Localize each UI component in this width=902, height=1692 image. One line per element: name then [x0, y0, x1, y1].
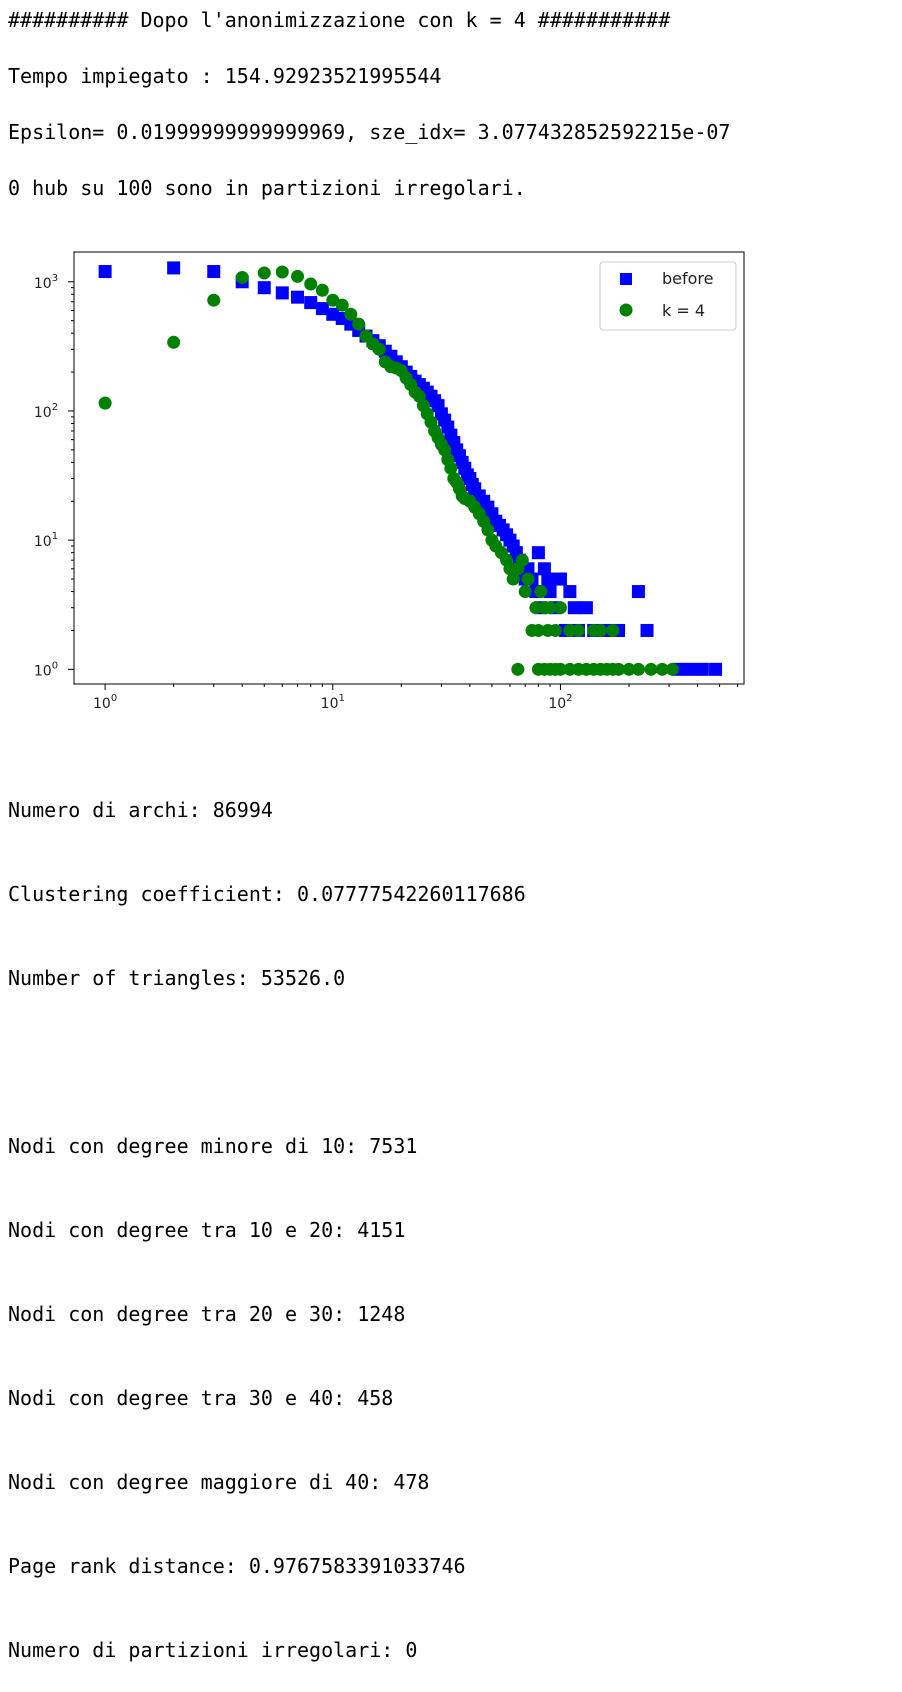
point-k-4-15 [372, 342, 386, 356]
point-before-1 [167, 261, 181, 275]
point-k-4-32 [444, 461, 458, 475]
point-k-4-80 [612, 662, 626, 676]
stat-degree-gt40: Nodi con degree maggiore di 40: 478 [8, 1470, 430, 1494]
point-before-59 [531, 546, 545, 560]
degree-distribution-plot: 100 101 102 100 101 102 103 before k = 4 [34, 251, 745, 712]
point-k-4-83 [644, 662, 658, 676]
output-header: ########## Dopo l'anonimizzazione con k … [8, 8, 671, 32]
point-k-4-8 [315, 283, 329, 297]
point-k-4-65 [594, 623, 608, 637]
stat-archi: Numero di archi: 86994 [8, 798, 273, 822]
point-k-4-67 [511, 662, 525, 676]
point-before-7 [304, 296, 318, 310]
point-before-74 [631, 585, 645, 599]
point-k-4-60 [548, 623, 562, 637]
legend-k4-marker [619, 303, 633, 317]
legend-before-marker [620, 273, 632, 285]
point-k-4-2 [207, 293, 221, 307]
point-k-4-82 [631, 662, 645, 676]
point-k-4-85 [665, 662, 679, 676]
y-tick-label-2: 102 [34, 402, 58, 421]
stats-block: Numero di archi: 86994 Clustering coeffi… [8, 740, 526, 1692]
point-k-4-81 [622, 662, 636, 676]
point-k-4-48 [506, 572, 520, 586]
stat-degree-lt10: Nodi con degree minore di 10: 7531 [8, 1134, 418, 1158]
point-k-4-7 [304, 277, 318, 291]
point-k-4-30 [438, 443, 452, 457]
point-before-67 [563, 585, 577, 599]
point-before-4 [257, 281, 271, 295]
x-tick-label-1: 101 [321, 693, 345, 712]
stat-degree-20-30: Nodi con degree tra 20 e 30: 1248 [8, 1302, 406, 1326]
point-before-5 [275, 286, 289, 300]
point-before-61 [537, 562, 551, 576]
point-k-4-84 [655, 662, 669, 676]
point-k-4-52 [521, 572, 535, 586]
point-k-4-0 [98, 396, 112, 410]
plot-marks [98, 261, 723, 676]
point-before-70 [579, 601, 593, 615]
stat-partitions: Numero di partizioni irregolari: 0 [8, 1638, 418, 1662]
point-k-4-4 [257, 266, 271, 280]
point-k-4-63 [571, 623, 585, 637]
y-tick-label-0: 100 [34, 660, 58, 679]
point-k-4-5 [275, 265, 289, 279]
point-k-4-55 [531, 623, 545, 637]
point-before-0 [98, 265, 112, 279]
y-tick-label-1: 101 [34, 531, 58, 550]
point-before-8 [315, 302, 329, 316]
x-tick-label-0: 100 [93, 693, 117, 712]
point-before-2 [207, 265, 221, 279]
point-k-4-51 [518, 585, 532, 599]
legend-k4-label: k = 4 [662, 301, 705, 320]
stat-triangles: Number of triangles: 53526.0 [8, 966, 346, 990]
point-k-4-3 [235, 270, 249, 284]
point-k-4-12 [352, 317, 366, 331]
point-k-4-42 [481, 523, 495, 537]
legend-before-label: before [662, 269, 714, 288]
y-tick-label-3: 103 [34, 273, 58, 292]
point-before-78 [695, 662, 709, 676]
stats-gap [8, 1048, 526, 1076]
stat-pagerank: Page rank distance: 0.9767583391033746 [8, 1554, 466, 1578]
point-k-4-6 [291, 269, 305, 283]
stat-degree-30-40: Nodi con degree tra 30 e 40: 458 [8, 1386, 394, 1410]
x-tick-label-2: 102 [548, 693, 572, 712]
point-before-77 [683, 662, 697, 676]
output-epsilon: Epsilon= 0.01999999999999969, sze_idx= 3… [8, 120, 731, 144]
point-before-62 [541, 572, 555, 586]
point-k-4-72 [553, 662, 567, 676]
point-before-6 [291, 290, 305, 304]
point-k-4-10 [335, 298, 349, 312]
point-k-4-11 [344, 307, 358, 321]
point-before-63 [543, 585, 557, 599]
point-k-4-59 [543, 601, 557, 615]
point-k-4-56 [534, 585, 548, 599]
plot-legend: before k = 4 [599, 261, 737, 331]
point-k-4-61 [553, 601, 567, 615]
point-k-4-66 [606, 623, 620, 637]
point-before-65 [553, 572, 567, 586]
point-before-79 [709, 662, 723, 676]
point-before-68 [567, 601, 581, 615]
stat-clustering: Clustering coefficient: 0.07777542260117… [8, 882, 526, 906]
point-k-4-50 [515, 553, 529, 567]
point-k-4-1 [167, 335, 181, 349]
stat-degree-10-20: Nodi con degree tra 10 e 20: 4151 [8, 1218, 406, 1242]
output-hubs: 0 hub su 100 sono in partizioni irregola… [8, 176, 526, 200]
legend-box [599, 261, 737, 331]
point-before-75 [640, 623, 654, 637]
output-time: Tempo impiegato : 154.92923521995544 [8, 64, 442, 88]
